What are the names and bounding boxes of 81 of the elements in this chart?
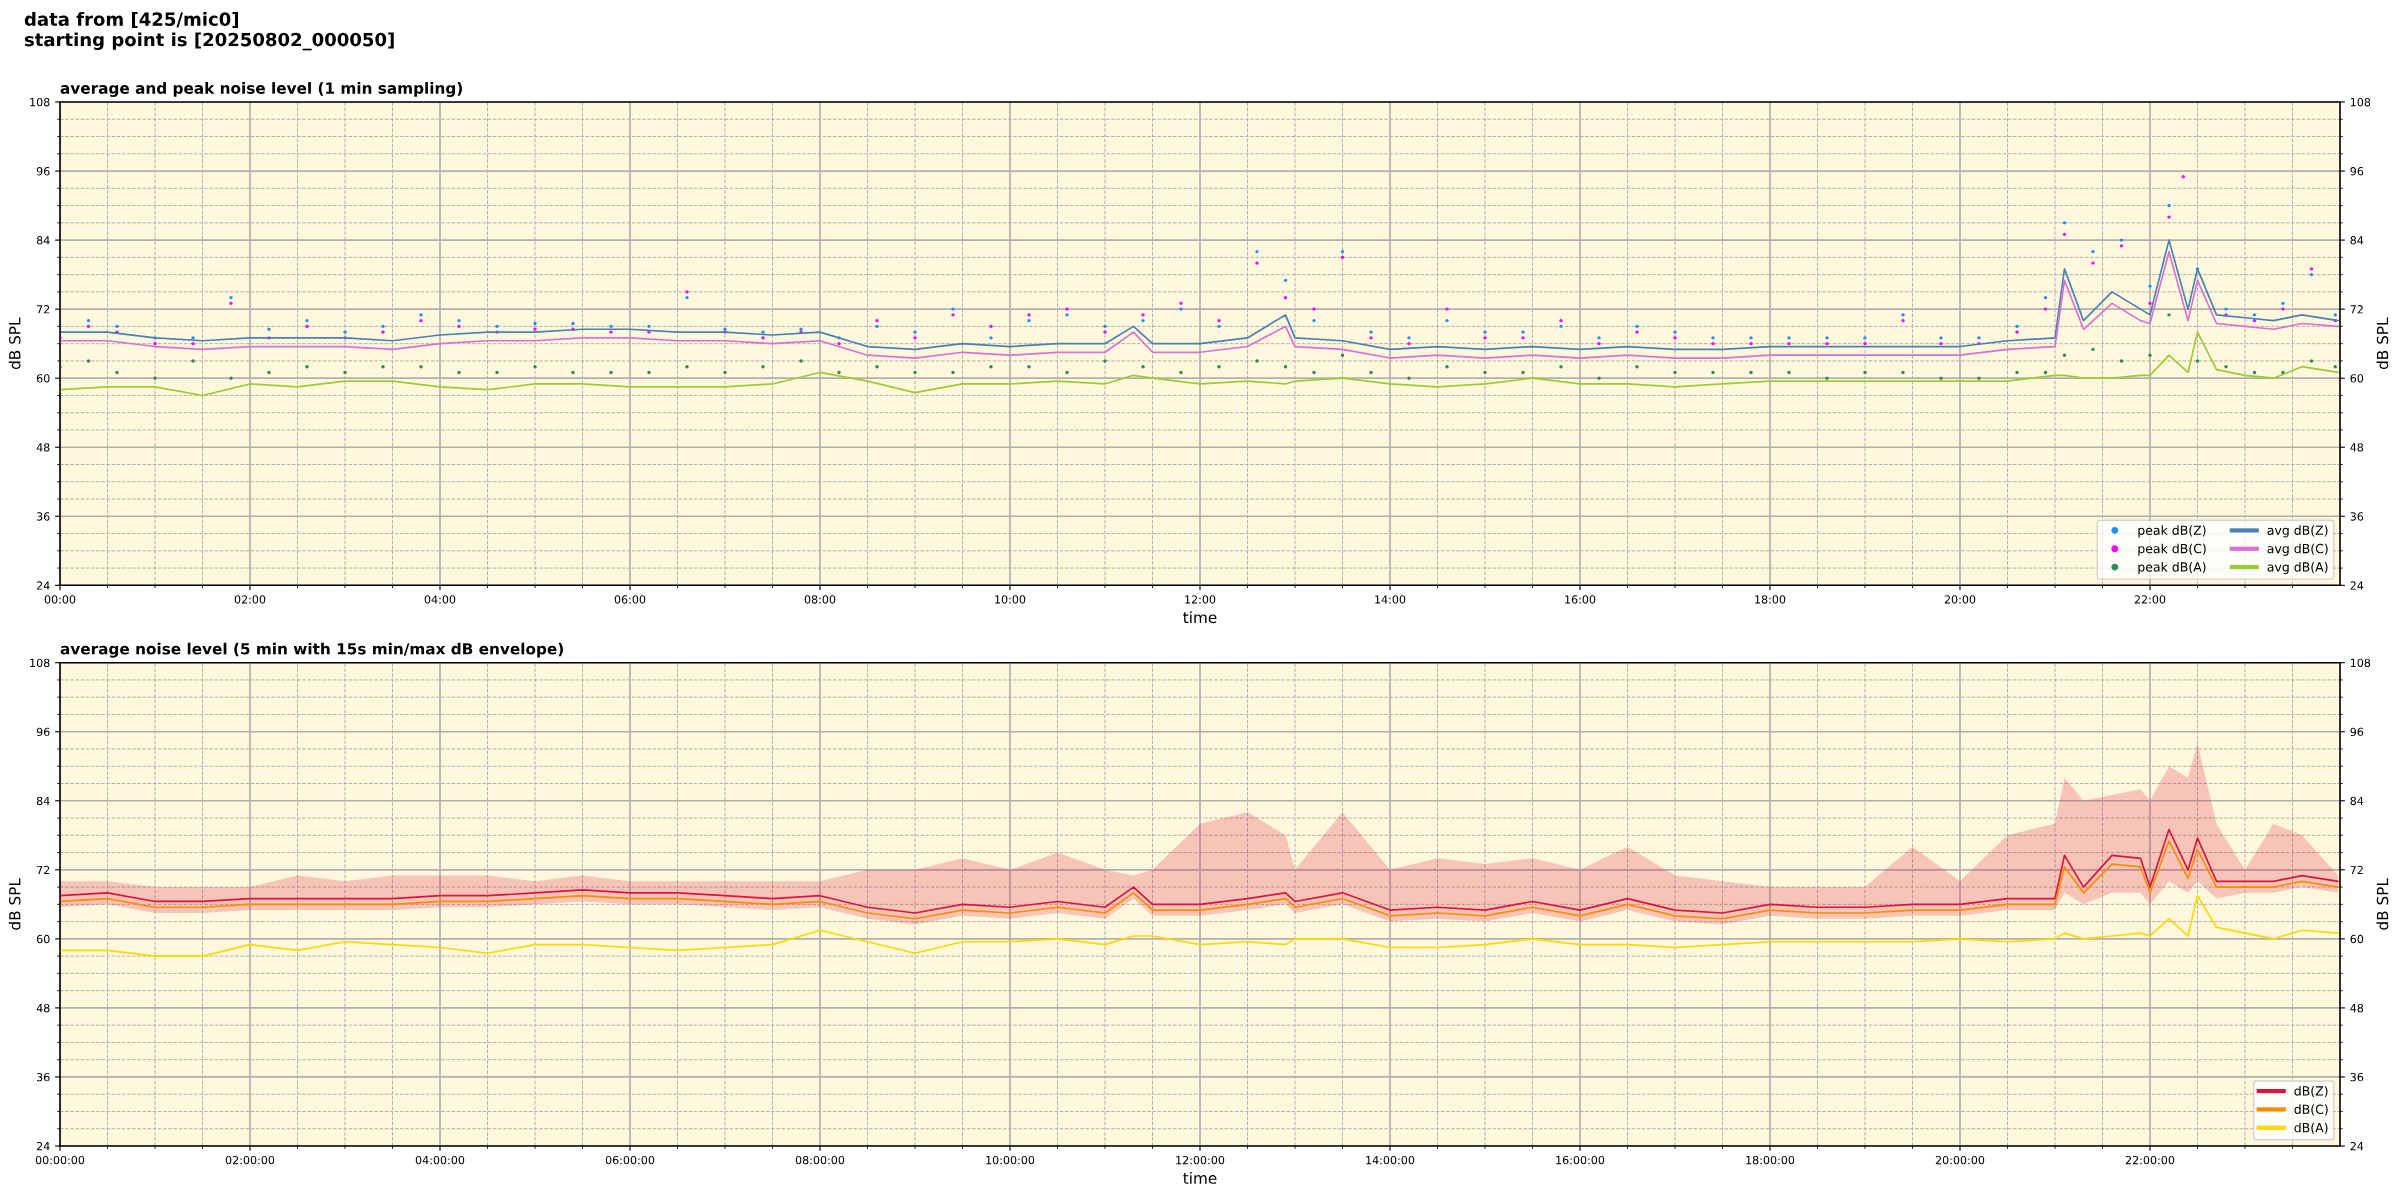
x-tick-label: 20:00:00 — [1935, 1155, 1985, 1165]
y2-tick-label: 36 — [2350, 512, 2364, 521]
y2-tick-label: 24 — [2350, 581, 2364, 590]
legend-label: peak dB(Z) — [2138, 525, 2206, 538]
legend-label: peak dB(C) — [2138, 543, 2206, 556]
x-tick-label: 18:00 — [1755, 595, 1786, 604]
line-series — [60, 250, 2339, 359]
x-tick-label: 14:00:00 — [1366, 1155, 1415, 1165]
y2-tick-label: 48 — [2350, 1003, 2364, 1013]
y2-axis-title: dB SPL — [2376, 317, 2389, 370]
x-tick-label: 22:00 — [2134, 595, 2166, 604]
y-tick-label: 108 — [30, 658, 50, 668]
chart-title: average and peak noise level (1 min sampling) — [60, 82, 462, 97]
y2-tick-label: 84 — [2350, 796, 2364, 806]
y2-tick-label: 108 — [2350, 658, 2371, 668]
x-axis-title: time — [1183, 1172, 1217, 1184]
y-tick-label: 24 — [36, 1141, 50, 1151]
y-tick-label: 48 — [36, 1003, 50, 1013]
y-tick-label: 84 — [36, 236, 50, 245]
x-tick-label: 22:00:00 — [2125, 1155, 2175, 1165]
y-tick-label: 72 — [37, 305, 50, 314]
y2-tick-label: 72 — [2350, 865, 2363, 875]
x-tick-label: 06:00 — [614, 595, 646, 604]
y-tick-label: 72 — [37, 865, 50, 875]
x-tick-label: 04:00 — [424, 595, 456, 604]
legend-label: dB(A) — [2294, 1122, 2328, 1134]
y-tick-label: 60 — [36, 374, 50, 383]
y2-tick-label: 72 — [2350, 305, 2363, 314]
x-tick-label: 08:00:00 — [795, 1155, 845, 1165]
x-axis-title: time — [1183, 611, 1217, 624]
y2-axis-title: dB SPL — [2376, 878, 2389, 930]
x-tick-label: 12:00 — [1185, 595, 1216, 604]
y-axis-title: dB SPL — [8, 317, 21, 370]
y-tick-label: 96 — [36, 727, 50, 737]
x-tick-label: 10:00 — [995, 595, 1026, 604]
legend-label: peak dB(A) — [2138, 561, 2206, 575]
x-tick-label: 00:00 — [44, 595, 76, 604]
y-tick-label: 96 — [36, 167, 50, 176]
x-tick-label: 08:00 — [804, 595, 836, 604]
line-series — [60, 840, 2339, 920]
y2-tick-label: 108 — [2350, 97, 2371, 107]
x-tick-label: 02:00:00 — [225, 1155, 275, 1165]
legend-label: avg dB(A) — [2267, 561, 2328, 575]
y2-tick-label: 96 — [2350, 167, 2364, 176]
legend-label: dB(Z) — [2294, 1085, 2328, 1098]
y-tick-label: 24 — [36, 581, 50, 590]
y-tick-label: 108 — [30, 97, 50, 107]
y2-tick-label: 60 — [2350, 374, 2364, 383]
legend-label: dB(C) — [2294, 1104, 2328, 1116]
legend-label: avg dB(Z) — [2267, 525, 2328, 538]
chart-title: average noise level (5 min with 15s min/max dB envelope) — [60, 642, 563, 658]
y-tick-label: 60 — [36, 934, 50, 944]
y-tick-label: 36 — [36, 512, 50, 521]
x-tick-label: 10:00:00 — [986, 1155, 1035, 1165]
line-series — [60, 239, 2339, 351]
y2-tick-label: 48 — [2350, 443, 2364, 452]
x-tick-label: 04:00:00 — [415, 1155, 465, 1165]
y-axis-title: dB SPL — [8, 878, 21, 930]
text: starting point is [20250802_000050] — [24, 32, 394, 51]
x-tick-label: 06:00:00 — [605, 1155, 655, 1165]
line-series — [60, 894, 2339, 957]
x-tick-label: 16:00:00 — [1556, 1155, 1605, 1165]
y-tick-label: 84 — [36, 796, 50, 806]
x-tick-label: 18:00:00 — [1746, 1155, 1795, 1165]
x-tick-label: 20:00 — [1944, 595, 1976, 604]
line-series — [60, 331, 2339, 397]
y2-tick-label: 24 — [2350, 1141, 2364, 1151]
text: data from [425/mic0] — [24, 12, 238, 29]
x-tick-label: 12:00:00 — [1176, 1155, 1225, 1165]
y2-tick-label: 84 — [2350, 236, 2364, 245]
line-series — [60, 828, 2339, 914]
x-tick-label: 14:00 — [1375, 595, 1406, 604]
x-tick-label: 00:00:00 — [35, 1155, 85, 1165]
y2-tick-label: 96 — [2350, 727, 2364, 737]
y-tick-label: 48 — [36, 443, 50, 452]
y-tick-label: 36 — [36, 1072, 50, 1082]
y2-tick-label: 60 — [2350, 934, 2364, 944]
legend-label: avg dB(C) — [2267, 543, 2328, 556]
x-tick-label: 02:00 — [234, 595, 266, 604]
x-tick-label: 16:00 — [1565, 595, 1596, 604]
y2-tick-label: 36 — [2350, 1072, 2364, 1082]
